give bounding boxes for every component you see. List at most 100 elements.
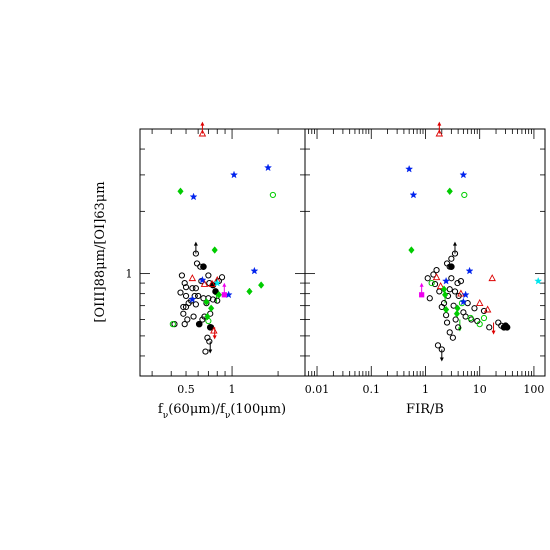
data-point-open-circle [438,346,445,353]
x-tick-label: 0.01 [305,383,330,396]
data-point-open-circle [193,260,201,267]
data-point-filled-circle [200,263,207,271]
data-point-open-circle [467,314,474,322]
limit-arrow-head [452,241,457,246]
data-point-filled-diamond [446,187,453,196]
right-axis-ticks: 0.01 0.1 1 10 100 [304,128,545,396]
data-point-open-circle [436,288,443,295]
limit-arrow-head [419,282,424,287]
right-plot-frame [304,128,546,377]
data-point-open-circle [454,279,461,287]
data-point-open-circle [455,324,462,331]
data-point-open-circle [192,250,199,257]
data-point-open-circle [461,191,468,199]
data-point-star [459,297,468,306]
data-point-open-circle [486,324,493,331]
data-point-open-circle [495,319,502,326]
limit-arrow-head [208,349,213,354]
data-point-open-circle [448,275,455,282]
x-tick-label: 100 [523,383,544,396]
data-point-open-circle [471,305,478,312]
data-point-open-circle [462,313,469,320]
data-point-star [465,266,474,275]
x-tick-label: 0.1 [363,383,381,396]
left-axis-ticks: 0.5 1 1 [126,128,306,396]
data-point-open-circle [181,279,188,287]
data-point-filled-circle [206,324,214,331]
data-point-open-circle [446,329,453,336]
data-point-filled-diamond [203,298,210,306]
data-point-star [264,163,273,172]
data-point-open-circle [434,342,442,349]
data-point-open-circle [451,288,459,295]
data-point-open-circle [440,300,448,307]
data-point-open-triangle [188,274,197,282]
data-point-open-circle [206,338,213,345]
data-point-star [409,190,418,199]
data-point-filled-circle [195,320,203,328]
data-point-star [534,276,543,285]
data-point-open-circle [480,307,488,315]
data-point-open-circle [451,250,459,257]
data-point-filled-square [419,292,425,298]
data-point-open-circle [449,334,456,341]
data-point-open-triangle [475,298,484,306]
data-point-filled-diamond [208,304,215,313]
limit-arrow-head [439,357,444,362]
left-x-axis-title: fν(60μm)/fν(100μm) [158,402,286,421]
data-point-star [405,164,414,173]
data-point-open-circle [431,280,439,288]
data-point-open-circle [428,279,435,287]
data-point-filled-diamond [246,287,253,296]
left-scatter-points [169,121,277,355]
data-point-open-circle [443,260,451,267]
data-point-filled-diamond [215,291,222,299]
data-point-star [198,275,207,284]
data-point-open-triangle [436,281,445,289]
data-point-filled-diamond [453,309,461,318]
data-point-open-triangle [208,279,216,287]
data-point-filled-diamond [454,304,461,313]
limit-arrow-head [491,330,496,335]
data-point-star [442,276,451,285]
data-point-filled-diamond [408,246,415,254]
data-point-open-circle [426,295,433,302]
data-point-open-circle [218,274,226,281]
data-point-open-triangle [198,129,207,137]
data-point-filled-square [221,292,227,298]
data-point-open-circle [448,255,455,262]
data-point-open-circle [205,317,212,325]
data-point-filled-circle [502,322,509,330]
data-point-open-triangle [435,129,444,137]
data-point-open-circle [190,313,197,320]
data-point-filled-diamond [258,281,265,289]
limit-arrow-head [437,121,442,126]
data-point-open-circle [182,292,190,300]
data-point-filled-diamond [204,312,211,321]
x-tick-label: 1 [422,383,429,396]
data-point-filled-diamond [442,305,450,314]
data-point-open-circle [214,297,221,304]
left-panel: 0.5 1 1 [126,121,306,396]
limit-arrow-head [193,241,198,246]
data-point-open-triangle [210,326,218,334]
data-point-open-circle [433,266,440,274]
data-point-star [461,290,470,299]
data-point-open-circle [443,319,451,326]
data-point-filled-diamond [441,291,449,299]
data-point-open-triangle [483,305,492,313]
limit-arrow-head [200,121,205,126]
data-point-open-circle [457,278,465,285]
data-point-star [189,192,198,201]
data-point-filled-diamond [440,285,448,294]
data-point-filled-circle [448,263,455,271]
data-point-open-triangle [432,273,441,281]
data-point-open-circle [209,296,217,303]
data-point-open-circle [169,321,176,328]
limit-arrow-head [212,335,217,340]
y-tick-label: 1 [126,268,133,281]
data-point-open-circle [181,321,188,328]
limit-arrow-head [222,282,227,287]
data-point-open-triangle [457,289,465,297]
